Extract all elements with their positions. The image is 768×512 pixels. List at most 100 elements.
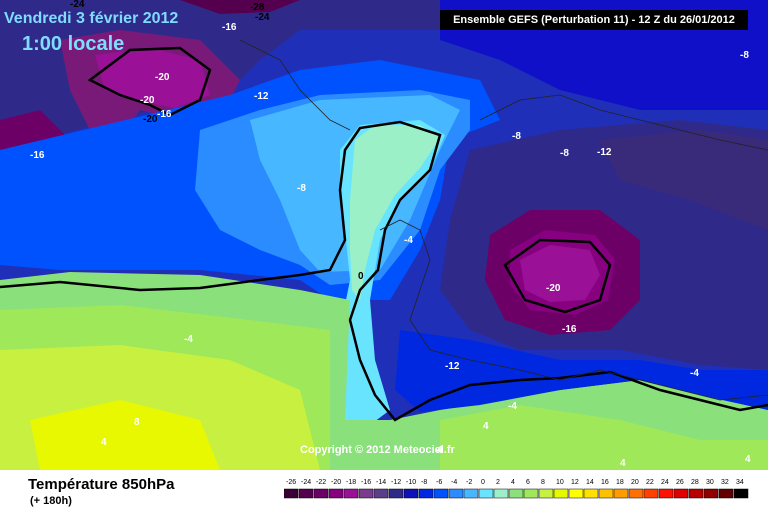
scale-label: 2	[496, 479, 500, 486]
parameter-title: Température 850hPa	[28, 476, 175, 493]
scale-labels: -26 -24 -22 -20 -18 -16 -14 -12 -10 -8 -6 -4 -2 0 2 4 6 8…	[286, 479, 744, 486]
scale-label: -8	[421, 479, 427, 486]
contour-labels: -24 -20 -28 -24 -16 -20 -20 -12 -16 -16 …	[30, 0, 751, 469]
scale-swatch	[478, 488, 494, 499]
temperature-map: -24 -20 -28 -24 -16 -20 -20 -12 -16 -16 …	[0, 0, 768, 470]
contour-label: -24	[70, 0, 85, 10]
scale-swatch	[358, 488, 374, 499]
scale-swatch	[508, 488, 524, 499]
contour-label: -12	[445, 361, 460, 372]
scale-swatch	[583, 488, 599, 499]
scale-label: 12	[571, 479, 579, 486]
contour-label: -4	[690, 368, 699, 379]
scale-label: -10	[406, 479, 416, 486]
contour-label: 8	[134, 417, 140, 428]
scale-swatch	[598, 488, 614, 499]
contour-label: -16	[562, 324, 577, 335]
cold-pool-core	[520, 245, 600, 302]
contour-label: -20	[143, 114, 158, 125]
scale-label: -12	[391, 479, 401, 486]
scale-swatch	[568, 488, 584, 499]
scale-label: 18	[616, 479, 624, 486]
scale-swatch	[538, 488, 554, 499]
contour-label: 4	[101, 437, 107, 448]
scale-label: 30	[706, 479, 714, 486]
scale-swatch	[448, 488, 464, 499]
scale-swatch	[433, 488, 449, 499]
scale-label: 20	[631, 479, 639, 486]
contour-label: 4	[483, 421, 489, 432]
contour-label: -20	[140, 95, 155, 106]
contour-label: 4	[620, 458, 626, 469]
scale-label: 28	[691, 479, 699, 486]
warm-region-mediterranean	[440, 405, 768, 470]
scale-label: -2	[466, 479, 472, 486]
contour-label: -8	[512, 131, 521, 142]
contour-label: 4	[745, 454, 751, 465]
scale-label: 32	[721, 479, 729, 486]
coastline-scandinavia	[479, 94, 768, 151]
scale-label: 22	[646, 479, 654, 486]
contour-label: -20	[155, 72, 170, 83]
scale-swatch	[388, 488, 404, 499]
contour-label: -4	[508, 401, 517, 412]
isotherm-minus-20-greenland	[87, 46, 212, 117]
scale-label: 26	[676, 479, 684, 486]
scale-swatch	[284, 488, 299, 499]
scale-swatch	[688, 488, 704, 499]
coastline-greenland	[239, 39, 351, 131]
color-scale-legend: -26 -24 -22 -20 -18 -16 -14 -12 -10 -8 -6 -4 -2 0 2 4 6 8…	[284, 479, 749, 499]
forecast-time: 1:00 locale	[22, 33, 125, 55]
contour-label: 0	[358, 271, 364, 282]
isotherm-minus-20-europe	[503, 238, 612, 314]
scale-label: 4	[511, 479, 515, 486]
scale-swatch	[718, 488, 734, 499]
scale-label: -6	[436, 479, 442, 486]
isotherm-zero	[0, 120, 768, 422]
contour-label: -8	[297, 183, 306, 194]
greenland-coldest	[95, 48, 210, 108]
scale-swatch	[553, 488, 569, 499]
scale-label: 10	[556, 479, 564, 486]
scale-swatch	[493, 488, 509, 499]
scale-swatch	[463, 488, 479, 499]
scale-swatch	[523, 488, 539, 499]
scale-swatch	[313, 488, 329, 499]
lead-time: (+ 180h)	[30, 495, 72, 507]
scale-label: -26	[286, 479, 296, 486]
contour-label: 4	[437, 445, 443, 456]
scale-swatch	[658, 488, 674, 499]
contour-label: -24	[255, 12, 270, 23]
scale-swatch	[628, 488, 644, 499]
scale-label: 24	[661, 479, 669, 486]
scale-swatches	[284, 488, 749, 499]
scale-swatch	[613, 488, 629, 499]
contour-label: -28	[250, 2, 265, 13]
scale-swatch	[733, 488, 749, 499]
contour-label: -16	[30, 150, 45, 161]
forecast-date: Vendredi 3 février 2012	[4, 10, 179, 27]
scale-swatch	[343, 488, 359, 499]
scale-label: 14	[586, 479, 594, 486]
scale-swatch	[418, 488, 434, 499]
scale-label: -24	[301, 479, 311, 486]
scale-swatch	[703, 488, 719, 499]
scale-swatch	[673, 488, 689, 499]
contour-label: -12	[597, 147, 612, 158]
copyright-notice: Copyright © 2012 Meteociel.fr	[300, 444, 455, 456]
coastline-europe	[379, 219, 768, 401]
scale-label: -16	[361, 479, 371, 486]
scale-label: -20	[331, 479, 341, 486]
scale-swatch	[643, 488, 659, 499]
scale-label: 16	[601, 479, 609, 486]
scale-label: 0	[481, 479, 485, 486]
scale-swatch	[328, 488, 344, 499]
scale-label: -4	[451, 479, 457, 486]
model-run-label: Ensemble GEFS (Perturbation 11) - 12 Z d…	[440, 10, 748, 30]
map-canvas: -24 -20 -28 -24 -16 -20 -20 -12 -16 -16 …	[0, 0, 768, 470]
scale-swatch	[298, 488, 314, 499]
scale-label: -22	[316, 479, 326, 486]
contour-label: -20	[546, 283, 561, 294]
scale-label: 8	[541, 479, 545, 486]
